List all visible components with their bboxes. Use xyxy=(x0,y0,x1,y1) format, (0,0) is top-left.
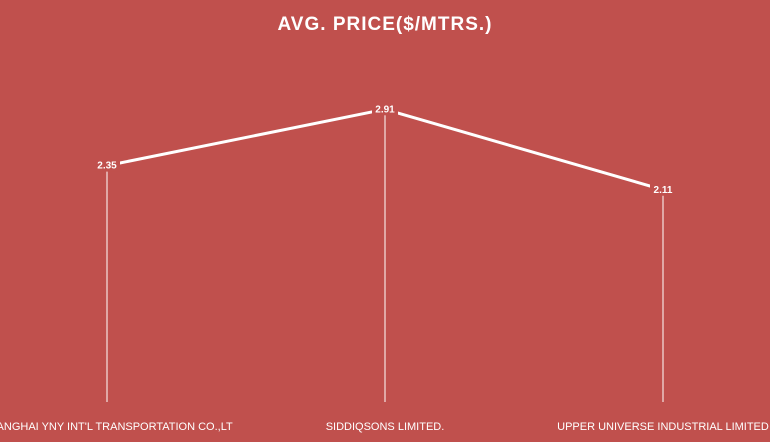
category-labels: SHANGHAI YNY INT'L TRANSPORTATION CO.,LT… xyxy=(0,421,769,433)
data-label-bg xyxy=(372,101,398,116)
data-label-bg xyxy=(650,181,676,196)
series-line-segment xyxy=(383,107,665,192)
category-label: SIDDIQSONS LIMITED. xyxy=(326,421,445,433)
data-label: 2.11 xyxy=(650,181,676,196)
data-label-text: 2.91 xyxy=(375,104,395,115)
series-line-segment xyxy=(105,107,387,168)
drop-lines xyxy=(106,109,664,402)
category-label: SHANGHAI YNY INT'L TRANSPORTATION CO.,LT xyxy=(0,421,233,433)
chart-title: AVG. PRICE($/MTRS.) xyxy=(278,14,493,35)
data-label-bg xyxy=(94,157,120,172)
category-label: UPPER UNIVERSE INDUSTRIAL LIMITED xyxy=(557,421,769,433)
data-label-text: 2.11 xyxy=(654,185,673,196)
series-lines xyxy=(105,107,665,192)
data-label-text: 2.35 xyxy=(97,161,117,172)
data-labels: 2.35 2.91 2.11 xyxy=(94,101,676,196)
data-label: 2.35 xyxy=(94,157,120,172)
data-label: 2.91 xyxy=(372,101,398,116)
